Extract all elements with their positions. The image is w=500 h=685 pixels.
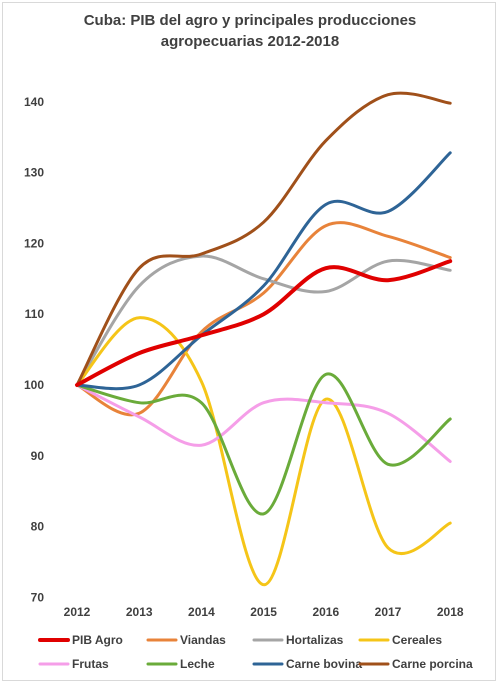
x-tick-label-2018: 2018 <box>437 605 464 619</box>
series-line-cereales <box>75 316 452 587</box>
series-line-hortalizas <box>75 254 452 387</box>
chart-frame <box>2 2 496 681</box>
x-tick-label-2017: 2017 <box>375 605 402 619</box>
legend-label-carne-porcina: Carne porcina <box>392 657 473 671</box>
legend-label-hortalizas: Hortalizas <box>286 633 344 647</box>
legend-label-carne-bovina: Carne bovina <box>286 657 362 671</box>
legend-label-pib-agro: PIB Agro <box>72 633 123 647</box>
x-tick-label-2014: 2014 <box>188 605 215 619</box>
legend-label-viandas: Viandas <box>180 633 226 647</box>
y-tick-label-80: 80 <box>31 520 45 534</box>
y-tick-label-90: 90 <box>31 449 45 463</box>
chart-title-line-2: agropecuarias 2012-2018 <box>160 33 340 50</box>
series-line-frutas <box>75 383 452 463</box>
chart-title-line-1: Cuba: PIB del agro y principales producc… <box>83 12 417 29</box>
legend-label-leche: Leche <box>180 657 215 671</box>
x-tick-label-2015: 2015 <box>250 605 277 619</box>
legend: PIB Agro Viandas Hortalizas Cereales Frutas L… <box>38 633 473 671</box>
x-tick-label-2013: 2013 <box>126 605 153 619</box>
series-line-pib-agro <box>75 259 453 387</box>
x-tick-label-2016: 2016 <box>312 605 339 619</box>
x-axis: 2012 2013 2014 2015 2016 2017 2018 <box>64 605 464 619</box>
y-tick-label-140: 140 <box>24 95 44 109</box>
legend-label-cereales: Cereales <box>392 633 442 647</box>
series-line-viandas <box>75 221 452 417</box>
series-line-carne-bovina <box>75 151 452 391</box>
y-tick-label-120: 120 <box>24 236 44 250</box>
y-tick-label-100: 100 <box>24 378 44 392</box>
legend-label-frutas: Frutas <box>72 657 109 671</box>
series-line-carne-porcina <box>75 91 452 387</box>
series-line-leche <box>75 372 452 516</box>
y-tick-label-70: 70 <box>31 590 45 604</box>
x-tick-label-2012: 2012 <box>64 605 91 619</box>
y-tick-label-130: 130 <box>24 166 44 180</box>
y-tick-label-110: 110 <box>25 307 45 321</box>
series-layer <box>75 91 453 587</box>
y-axis: 70 80 90 100 110 120 130 140 <box>24 95 44 605</box>
chart-title: Cuba: PIB del agro y principales producc… <box>60 10 440 52</box>
